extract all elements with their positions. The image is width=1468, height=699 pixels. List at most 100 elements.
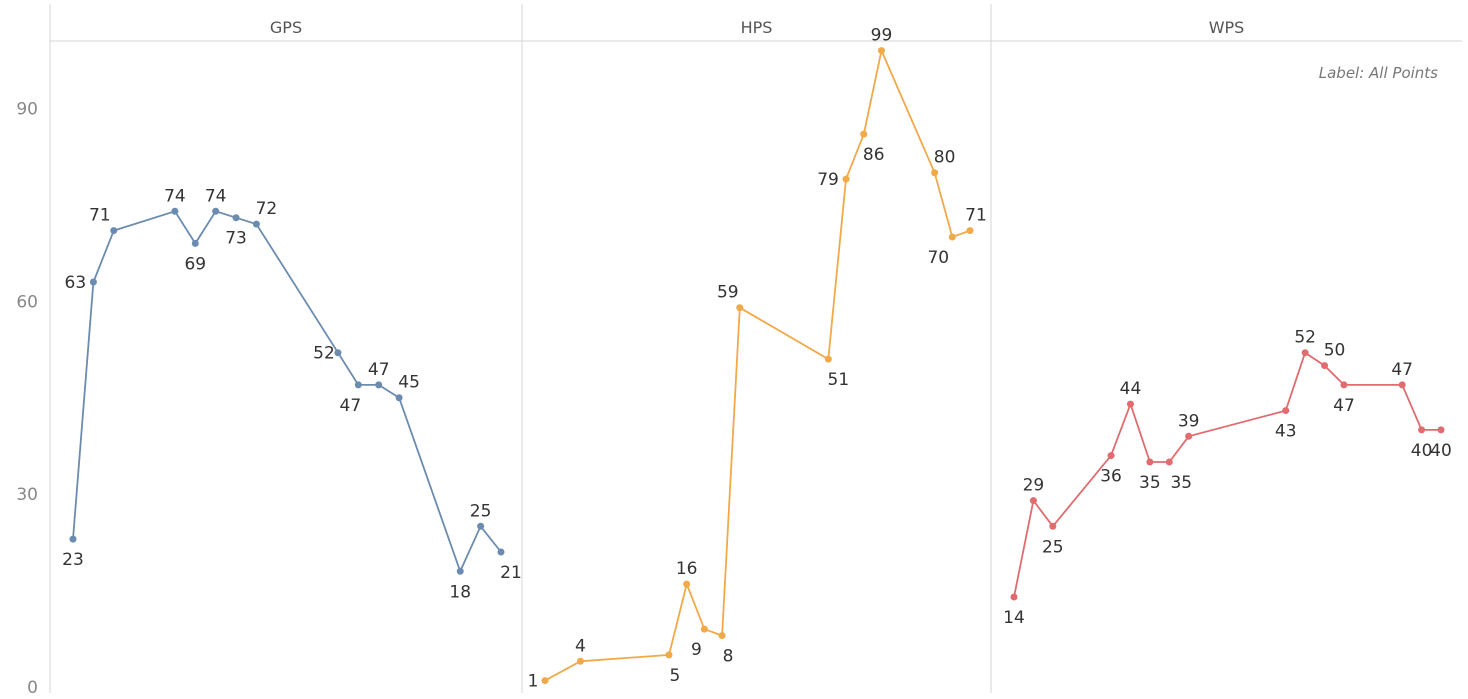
data-label-hps: 70 (927, 248, 949, 268)
data-point-hps (931, 169, 939, 177)
data-label-hps: 59 (717, 283, 739, 303)
data-label-wps: 52 (1294, 328, 1316, 348)
data-label-hps: 1 (528, 672, 539, 692)
data-label-wps: 50 (1324, 341, 1346, 361)
data-point-gps (171, 207, 179, 215)
data-point-wps (1107, 452, 1115, 460)
data-point-gps (212, 207, 220, 215)
data-label-wps: 29 (1023, 476, 1045, 496)
data-point-gps (456, 567, 464, 575)
data-label-gps: 18 (449, 582, 471, 602)
data-point-gps (89, 278, 97, 286)
data-point-hps (860, 130, 868, 138)
data-label-gps: 52 (313, 344, 335, 364)
panel-header-gps: GPS (270, 18, 302, 37)
data-point-hps (665, 651, 673, 659)
data-point-gps (110, 227, 118, 235)
data-label-hps: 4 (575, 636, 586, 656)
data-label-wps: 40 (1430, 441, 1452, 461)
data-label-hps: 5 (670, 666, 681, 686)
data-point-wps (1340, 381, 1348, 389)
data-label-wps: 35 (1170, 473, 1192, 493)
series-line-gps (72, 210, 502, 574)
data-point-wps (1398, 381, 1406, 389)
data-label-gps: 71 (89, 206, 111, 226)
data-point-wps (1010, 593, 1018, 601)
data-point-hps (824, 355, 832, 363)
data-point-gps (497, 548, 505, 556)
label-caption: Label: All Points (1319, 64, 1438, 82)
data-label-hps: 8 (723, 647, 734, 667)
series-line-hps (544, 47, 971, 682)
data-label-wps: 35 (1139, 473, 1161, 493)
data-label-wps: 47 (1391, 360, 1413, 380)
data-label-hps: 9 (691, 640, 702, 660)
data-point-wps (1126, 400, 1134, 408)
y-tick-label: 30 (16, 485, 38, 505)
data-label-gps: 45 (398, 373, 420, 393)
data-label-hps: 86 (863, 145, 885, 165)
series-line-wps (1013, 351, 1441, 598)
y-tick-label: 90 (16, 99, 38, 119)
data-label-hps: 71 (965, 206, 987, 226)
y-tick-label: 0 (27, 678, 38, 695)
data-label-gps: 47 (368, 360, 390, 380)
data-label-gps: 63 (65, 273, 87, 293)
data-point-gps (354, 381, 362, 389)
data-label-gps: 23 (62, 550, 84, 570)
data-point-wps (1146, 458, 1154, 466)
data-label-wps: 36 (1100, 467, 1122, 487)
data-label-gps: 72 (256, 199, 278, 219)
y-tick-label: 60 (16, 292, 38, 312)
data-label-gps: 25 (470, 501, 492, 521)
data-point-wps (1321, 362, 1329, 370)
data-point-gps (232, 214, 240, 222)
data-label-hps: 80 (934, 148, 956, 168)
data-label-hps: 16 (676, 559, 698, 579)
data-label-gps: 74 (164, 186, 186, 206)
data-point-hps (842, 175, 850, 183)
data-point-gps (334, 349, 342, 357)
data-label-gps: 21 (500, 563, 522, 583)
data-point-gps (252, 220, 260, 228)
data-label-gps: 69 (184, 254, 206, 274)
data-point-gps (375, 381, 383, 389)
data-point-gps (191, 239, 199, 247)
data-point-wps (1418, 426, 1426, 434)
data-label-wps: 47 (1333, 396, 1355, 416)
data-point-gps (477, 522, 485, 530)
data-point-wps (1165, 458, 1173, 466)
data-label-wps: 14 (1003, 608, 1025, 628)
data-label-wps: 25 (1042, 537, 1064, 557)
data-point-hps (736, 304, 744, 312)
data-point-wps (1301, 349, 1309, 357)
data-label-wps: 39 (1178, 411, 1200, 431)
data-label-hps: 51 (828, 370, 850, 390)
data-label-hps: 99 (871, 26, 893, 46)
data-point-wps (1049, 522, 1057, 530)
data-label-gps: 74 (205, 186, 227, 206)
data-point-gps (395, 394, 403, 402)
data-label-wps: 44 (1120, 379, 1142, 399)
data-point-hps (948, 233, 956, 241)
data-point-gps (69, 535, 77, 543)
data-point-wps (1437, 426, 1445, 434)
data-label-gps: 73 (225, 229, 247, 249)
data-label-wps: 43 (1275, 422, 1297, 442)
data-point-hps (718, 632, 726, 640)
data-point-wps (1282, 407, 1290, 415)
data-point-hps (966, 227, 974, 235)
data-point-hps (877, 47, 885, 55)
data-label-wps: 40 (1411, 441, 1433, 461)
data-point-hps (541, 677, 549, 685)
data-label-gps: 47 (340, 396, 362, 416)
panel-header-wps: WPS (1209, 18, 1245, 37)
data-point-wps (1185, 432, 1193, 440)
data-point-hps (700, 625, 708, 633)
data-point-hps (576, 657, 584, 665)
data-point-wps (1029, 497, 1037, 505)
data-point-hps (683, 580, 691, 588)
panel-header-hps: HPS (741, 18, 773, 37)
